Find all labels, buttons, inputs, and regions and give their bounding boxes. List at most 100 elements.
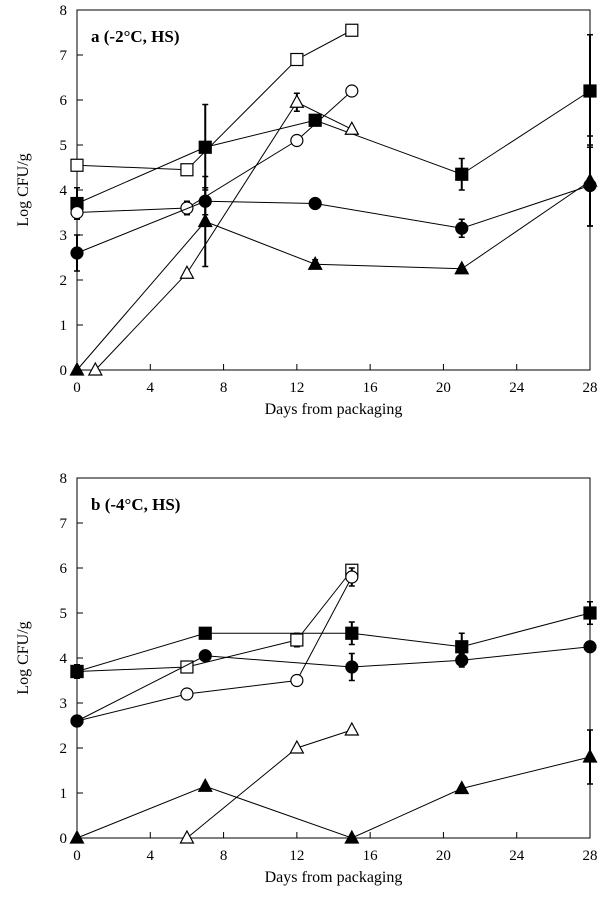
y-tick-label: 3 <box>60 696 68 712</box>
data-point-filled-circle <box>455 221 469 235</box>
series-line <box>76 576 353 722</box>
series-line <box>76 756 591 839</box>
x-tick-label: 28 <box>583 848 598 864</box>
data-point-open-circle <box>290 133 304 148</box>
data-point-open-square <box>290 52 304 67</box>
y-axis-title: Log CFU/g <box>15 153 32 226</box>
series-filled-square <box>70 601 597 679</box>
data-point-filled-triangle <box>307 255 323 270</box>
x-tick-label: 4 <box>147 380 155 396</box>
y-tick-label: 2 <box>60 273 68 289</box>
y-tick-label: 0 <box>60 363 68 379</box>
x-tick-label: 16 <box>363 380 379 396</box>
data-point-filled-circle <box>70 246 84 260</box>
series-line <box>76 646 591 722</box>
data-point-filled-circle <box>198 649 212 663</box>
data-point-filled-square <box>583 84 597 98</box>
y-tick-label: 1 <box>60 786 68 802</box>
x-tick-label: 24 <box>509 380 525 396</box>
series-filled-circle <box>70 640 597 728</box>
data-point-open-triangle <box>344 120 360 135</box>
series-filled-triangle <box>69 135 598 376</box>
y-tick-label: 7 <box>60 48 68 64</box>
data-point-filled-circle <box>455 653 469 667</box>
data-point-filled-circle <box>345 660 359 674</box>
x-axis-title: Days from packaging <box>265 401 403 418</box>
data-point-open-circle <box>70 205 84 220</box>
series-filled-square <box>70 34 597 220</box>
data-point-filled-square <box>198 626 212 640</box>
x-tick-label: 12 <box>289 848 304 864</box>
data-point-filled-circle <box>308 196 322 211</box>
data-point-open-circle <box>180 201 194 215</box>
y-tick-label: 4 <box>60 651 68 667</box>
data-point-filled-circle <box>70 714 84 728</box>
y-tick-label: 6 <box>60 93 68 109</box>
data-point-filled-square <box>198 140 212 154</box>
data-point-open-square <box>70 158 84 172</box>
data-point-filled-triangle <box>582 748 598 763</box>
data-point-open-square <box>345 23 359 37</box>
data-point-filled-square <box>70 664 84 679</box>
plot-area-frame <box>76 9 591 371</box>
series-line <box>94 101 353 371</box>
series-open-triangle <box>87 92 360 376</box>
data-point-filled-triangle <box>582 172 598 187</box>
series-line <box>76 185 591 254</box>
data-point-filled-square <box>583 606 597 620</box>
y-tick-label: 4 <box>60 183 68 199</box>
y-tick-label: 8 <box>60 3 68 19</box>
panel-title: a (-2°C, HS) <box>91 27 180 46</box>
data-point-open-triangle <box>179 264 195 279</box>
data-point-open-triangle <box>87 361 103 376</box>
y-tick-label: 6 <box>60 561 68 577</box>
data-point-filled-square <box>455 640 469 654</box>
data-point-open-circle <box>345 84 359 98</box>
plot-area-frame <box>76 477 591 839</box>
y-tick-label: 3 <box>60 228 68 244</box>
data-point-open-triangle <box>179 829 195 844</box>
data-point-filled-triangle <box>69 829 85 844</box>
y-tick-label: 8 <box>60 471 68 487</box>
data-point-open-square <box>290 633 304 647</box>
series-filled-circle <box>70 144 597 272</box>
series-line <box>76 569 353 672</box>
data-point-filled-square <box>308 113 322 127</box>
x-tick-label: 4 <box>147 848 155 864</box>
data-point-filled-triangle <box>197 777 213 792</box>
y-tick-label: 7 <box>60 516 68 532</box>
data-point-filled-square <box>455 167 469 181</box>
x-tick-label: 28 <box>583 380 598 396</box>
y-tick-label: 5 <box>60 138 68 154</box>
y-tick-label: 0 <box>60 831 68 847</box>
data-point-filled-triangle <box>197 213 213 228</box>
series-line <box>186 729 352 839</box>
series-line <box>76 29 353 171</box>
data-point-filled-triangle <box>454 260 470 275</box>
y-tick-label: 5 <box>60 606 68 622</box>
series-open-triangle <box>179 721 360 844</box>
x-tick-label: 8 <box>220 380 228 396</box>
data-point-open-circle <box>345 570 359 584</box>
data-point-open-triangle <box>289 739 305 754</box>
x-tick-label: 20 <box>436 380 451 396</box>
data-point-filled-triangle <box>454 780 470 795</box>
series-open-circle <box>70 567 359 728</box>
panel-title: b (-4°C, HS) <box>91 495 180 514</box>
series-open-square <box>70 23 359 177</box>
x-tick-label: 20 <box>436 848 451 864</box>
x-tick-label: 12 <box>289 380 304 396</box>
data-point-open-square <box>180 163 194 177</box>
data-point-open-circle <box>290 673 304 688</box>
x-axis-title: Days from packaging <box>265 869 403 886</box>
data-point-filled-circle <box>583 640 597 654</box>
data-point-filled-square <box>345 626 359 640</box>
series-filled-triangle <box>69 729 598 844</box>
data-point-open-circle <box>180 687 194 701</box>
x-tick-label: 16 <box>363 848 379 864</box>
data-point-open-triangle <box>289 93 305 108</box>
series-line <box>76 612 591 672</box>
